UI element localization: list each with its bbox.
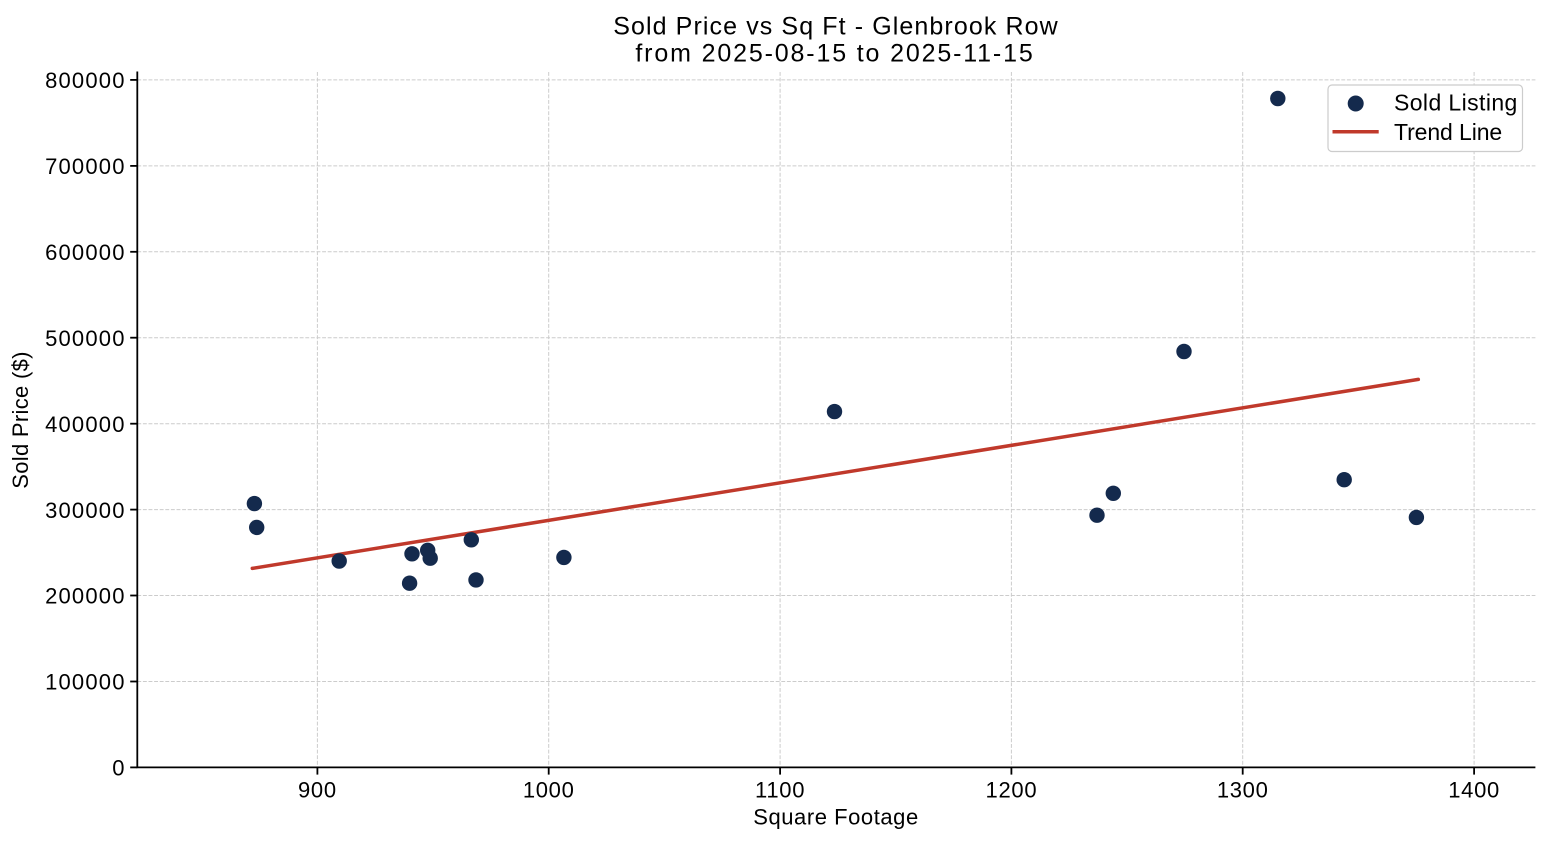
svg-text:1300: 1300 (1217, 778, 1269, 803)
svg-text:Square Footage: Square Footage (753, 805, 918, 830)
svg-text:700000: 700000 (45, 154, 126, 179)
svg-text:Sold Price vs Sq Ft - Glenbroo: Sold Price vs Sq Ft - Glenbrook Row (613, 13, 1059, 41)
svg-text:1100: 1100 (755, 778, 805, 803)
svg-text:1200: 1200 (986, 778, 1038, 803)
svg-text:0: 0 (112, 756, 125, 781)
svg-text:Sold Listing: Sold Listing (1394, 90, 1518, 116)
svg-text:1000: 1000 (523, 778, 575, 803)
svg-text:Sold Price ($): Sold Price ($) (8, 351, 33, 488)
svg-text:400000: 400000 (45, 412, 126, 437)
svg-text:1400: 1400 (1448, 778, 1500, 803)
svg-text:600000: 600000 (45, 240, 126, 265)
svg-text:900: 900 (298, 778, 337, 803)
svg-text:200000: 200000 (45, 584, 126, 609)
svg-text:800000: 800000 (45, 68, 126, 93)
svg-text:500000: 500000 (45, 326, 126, 351)
svg-text:300000: 300000 (45, 498, 126, 523)
svg-text:Trend Line: Trend Line (1394, 119, 1502, 145)
svg-text:100000: 100000 (45, 670, 126, 695)
svg-text:from 2025-08-15 to 2025-11-15: from 2025-08-15 to 2025-11-15 (635, 40, 1034, 68)
